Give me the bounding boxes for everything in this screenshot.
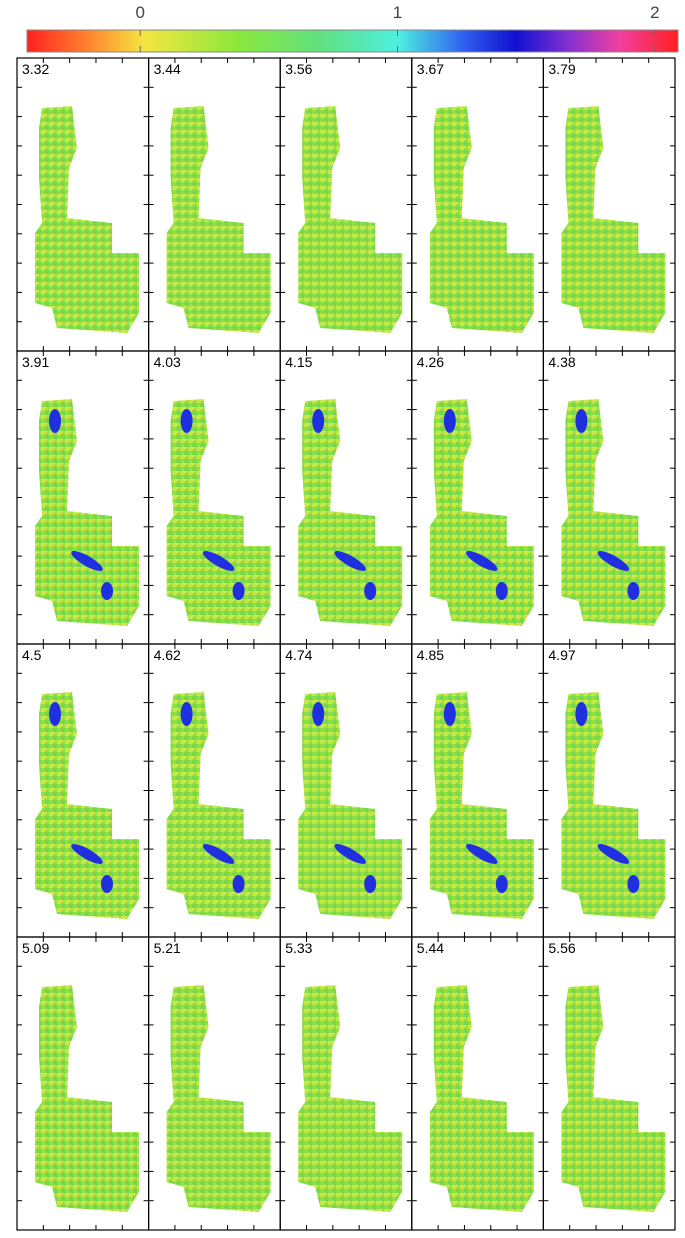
- panel-grid: 3.32 3.44 3.56 3.67 3.79 3.91 4.03 4.15 4.26 4.38…: [16, 57, 676, 1231]
- emission-peak: [364, 582, 377, 600]
- panel-label: 4.38: [548, 354, 575, 370]
- channel-panel: 5.21: [148, 936, 281, 1231]
- panel-label: 3.44: [154, 61, 181, 77]
- emission-region: [35, 106, 139, 333]
- emission-peak: [466, 551, 498, 571]
- emission-peak: [202, 844, 235, 864]
- emission-peak: [443, 702, 456, 726]
- emission-region: [561, 692, 666, 919]
- panel-label: 3.32: [22, 61, 49, 77]
- panel-label: 4.26: [417, 354, 444, 370]
- channel-panel: 4.03: [148, 350, 281, 645]
- panel-label: 4.15: [285, 354, 312, 370]
- channel-panel: 3.44: [148, 57, 281, 352]
- colorbar-tick-label: 0: [135, 3, 144, 22]
- emission-region: [35, 399, 139, 626]
- panel-label: 4.03: [154, 354, 181, 370]
- channel-panel: 3.79: [542, 57, 676, 352]
- emission-peak: [627, 875, 640, 893]
- panel-label: 5.56: [548, 940, 575, 956]
- emission-region: [166, 106, 271, 333]
- panel-label: 4.5: [22, 647, 42, 663]
- emission-peak: [101, 875, 113, 893]
- channel-panel: 3.32: [16, 57, 150, 352]
- emission-region: [35, 985, 139, 1212]
- channel-panel: 4.15: [279, 350, 413, 645]
- panel-label: 4.85: [417, 647, 444, 663]
- channel-panel: 4.62: [148, 643, 281, 938]
- emission-region: [561, 399, 666, 626]
- emission-region: [429, 692, 534, 919]
- channel-panel: 3.56: [279, 57, 413, 352]
- emission-region: [561, 985, 666, 1212]
- channel-panel: 4.26: [411, 350, 544, 645]
- emission-region: [166, 692, 271, 919]
- panel-label: 5.21: [154, 940, 181, 956]
- emission-region: [298, 692, 403, 919]
- emission-peak: [71, 844, 103, 864]
- emission-region: [429, 399, 534, 626]
- emission-peak: [466, 844, 498, 864]
- emission-peak: [232, 875, 245, 893]
- emission-region: [429, 106, 534, 333]
- panel-label: 4.62: [154, 647, 181, 663]
- channel-panel: 5.33: [279, 936, 413, 1231]
- panel-label: 5.09: [22, 940, 49, 956]
- panel-label: 3.91: [22, 354, 49, 370]
- panel-label: 5.44: [417, 940, 444, 956]
- panel-label: 5.33: [285, 940, 312, 956]
- channel-panel: 5.09: [16, 936, 150, 1231]
- emission-peak: [575, 409, 588, 433]
- emission-region: [561, 106, 666, 333]
- channel-panel: 5.56: [542, 936, 676, 1231]
- channel-panel: 4.97: [542, 643, 676, 938]
- emission-region: [298, 399, 403, 626]
- panel-label: 3.67: [417, 61, 444, 77]
- panel-label: 3.79: [548, 61, 575, 77]
- emission-peak: [334, 844, 366, 864]
- emission-peak: [597, 551, 630, 571]
- emission-region: [166, 985, 271, 1212]
- channel-panel: 4.85: [411, 643, 544, 938]
- channel-panel: 4.74: [279, 643, 413, 938]
- emission-peak: [49, 409, 61, 433]
- emission-peak: [202, 551, 235, 571]
- colorbar-tick-label: 2: [650, 3, 659, 22]
- emission-peak: [232, 582, 245, 600]
- panel-label: 4.97: [548, 647, 575, 663]
- emission-region: [35, 692, 139, 919]
- emission-peak: [180, 409, 193, 433]
- colorbar: [26, 29, 679, 53]
- emission-peak: [312, 702, 325, 726]
- panel-label: 4.74: [285, 647, 312, 663]
- emission-region: [166, 399, 271, 626]
- panel-label: 3.56: [285, 61, 312, 77]
- emission-peak: [495, 875, 508, 893]
- emission-peak: [101, 582, 113, 600]
- emission-peak: [597, 844, 630, 864]
- emission-peak: [627, 582, 640, 600]
- channel-panel: 4.38: [542, 350, 676, 645]
- emission-peak: [312, 409, 325, 433]
- emission-peak: [180, 702, 193, 726]
- emission-region: [429, 985, 534, 1212]
- emission-peak: [49, 702, 61, 726]
- emission-peak: [443, 409, 456, 433]
- colorbar-tick-label: 1: [393, 3, 402, 22]
- emission-peak: [495, 582, 508, 600]
- emission-peak: [334, 551, 366, 571]
- emission-peak: [364, 875, 377, 893]
- emission-peak: [71, 551, 103, 571]
- channel-panel: 3.67: [411, 57, 544, 352]
- emission-region: [298, 985, 403, 1212]
- emission-region: [298, 106, 403, 333]
- channel-panel: 4.5: [16, 643, 150, 938]
- channel-panel: 3.91: [16, 350, 150, 645]
- emission-peak: [575, 702, 588, 726]
- channel-panel: 5.44: [411, 936, 544, 1231]
